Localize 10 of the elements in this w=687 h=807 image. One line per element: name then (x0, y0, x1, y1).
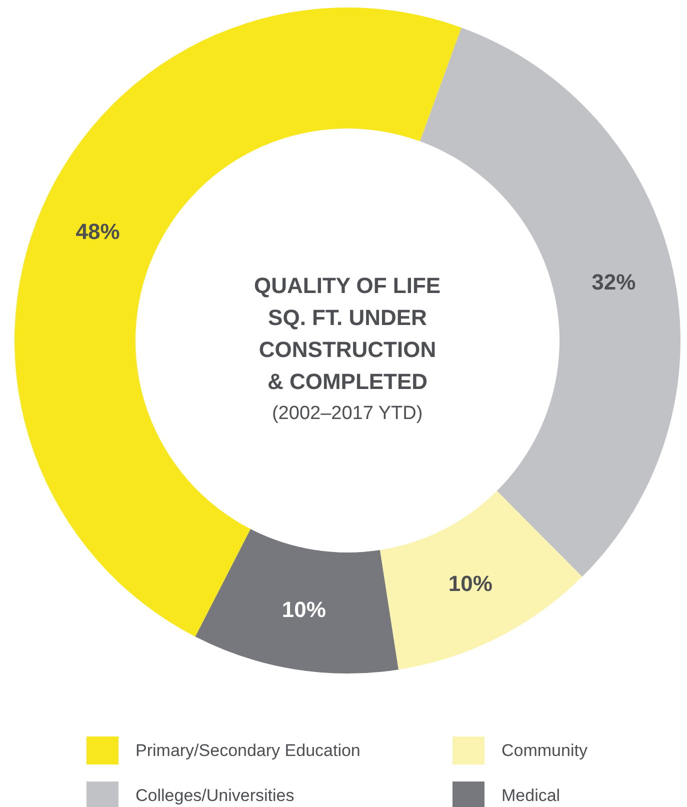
data-label: 32% (592, 269, 636, 294)
data-label: 48% (76, 218, 120, 244)
data-label: 10% (282, 596, 326, 622)
legend-label: Community (502, 741, 588, 760)
data-label: 10% (448, 571, 492, 596)
legend-label: Colleges/Universities (136, 786, 294, 805)
legend-label: Primary/Secondary Education (136, 741, 360, 760)
text: QUALITY OF LIFE SQ. FT. UNDER CONSTRUCTION & COMPLETED (254, 273, 441, 394)
text: (2002–2017 YTD) (272, 403, 423, 424)
legend-label: Medical (502, 786, 560, 805)
